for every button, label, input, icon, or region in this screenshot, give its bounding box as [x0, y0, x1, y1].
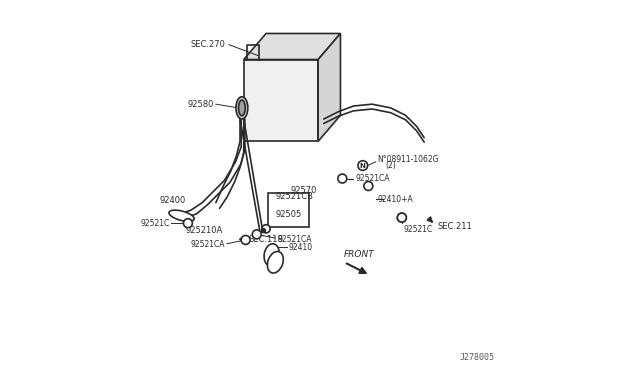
Circle shape [262, 229, 266, 232]
Ellipse shape [264, 244, 279, 266]
Ellipse shape [268, 251, 284, 273]
Text: 92410+A: 92410+A [378, 195, 413, 203]
Text: 92505: 92505 [275, 211, 301, 219]
Text: N: N [360, 163, 365, 169]
Text: SEC.118: SEC.118 [248, 235, 284, 244]
Text: 92400: 92400 [159, 196, 186, 205]
Text: N°08911-1062G: N°08911-1062G [378, 155, 439, 164]
Text: 92521C: 92521C [140, 219, 170, 228]
Polygon shape [244, 60, 318, 141]
Ellipse shape [239, 100, 245, 116]
Text: SEC.211: SEC.211 [437, 222, 472, 231]
Ellipse shape [236, 97, 248, 119]
Text: 92521CB: 92521CB [275, 192, 314, 201]
Circle shape [184, 219, 193, 228]
Circle shape [262, 225, 270, 233]
Text: 92521CA: 92521CA [355, 174, 390, 183]
Text: FRONT: FRONT [344, 250, 375, 259]
Text: 92570: 92570 [291, 186, 317, 195]
Text: J278005: J278005 [460, 353, 495, 362]
Circle shape [397, 213, 406, 222]
Text: 92521CA: 92521CA [277, 235, 312, 244]
Text: 92521CA: 92521CA [191, 240, 225, 249]
Circle shape [397, 213, 406, 222]
Ellipse shape [169, 210, 195, 221]
Circle shape [364, 182, 373, 190]
Circle shape [338, 174, 347, 183]
Text: 92521C: 92521C [404, 225, 433, 234]
Polygon shape [244, 33, 340, 60]
Text: 92580: 92580 [188, 100, 214, 109]
Text: 92410: 92410 [289, 243, 312, 252]
Circle shape [252, 230, 261, 239]
Circle shape [241, 235, 250, 244]
Polygon shape [318, 33, 340, 141]
Circle shape [358, 161, 367, 170]
Text: SEC.270: SEC.270 [190, 40, 225, 49]
Text: 925210A: 925210A [186, 226, 223, 235]
Bar [268, 193, 309, 227]
Text: (2): (2) [385, 161, 396, 170]
